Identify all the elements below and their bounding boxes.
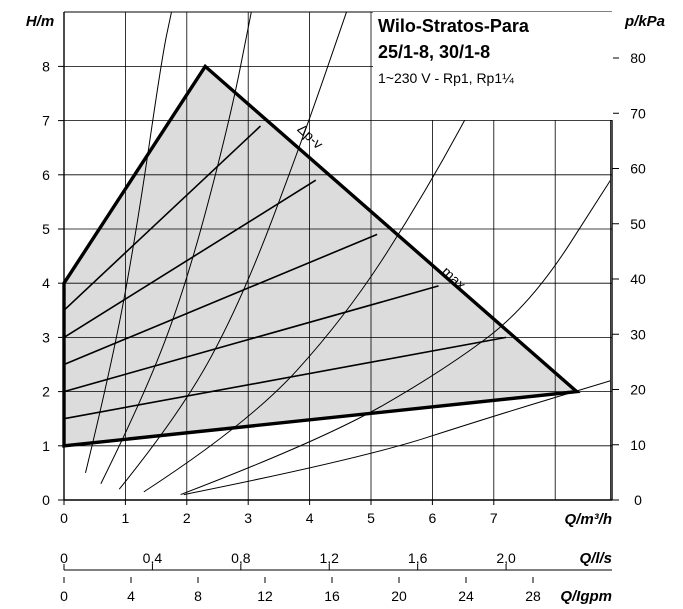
p-tick-label: 10 [630, 437, 646, 453]
system-curve [180, 179, 611, 496]
y-axis-title: H/m [26, 13, 54, 30]
p-tick-label: 50 [630, 216, 646, 232]
ls-tick-label: 1,2 [320, 550, 340, 566]
y-tick-label: 8 [42, 58, 50, 74]
igpm-tick-label: 8 [194, 588, 202, 604]
system-curve [183, 380, 611, 496]
igpm-tick-label: 12 [257, 588, 273, 604]
igpm-tick-label: 0 [60, 588, 68, 604]
y-tick-label: 2 [42, 384, 50, 400]
x-tick-label: 1 [122, 510, 130, 526]
p-tick-label: 20 [630, 382, 646, 398]
x-axis-title: Q/m³/h [565, 511, 613, 528]
speed-line [63, 233, 378, 366]
x-tick-label: 4 [306, 510, 314, 526]
ls-tick-label: 0,8 [231, 550, 251, 566]
p-tick-label: 80 [630, 50, 646, 66]
speed-line [63, 336, 507, 420]
ls-tick-label: 2,0 [496, 550, 516, 566]
ls-tick-label: 0 [60, 550, 68, 566]
speed-line [63, 179, 317, 339]
igpm-tick-label: 20 [391, 588, 407, 604]
igpm-axis-title: Q/Igpm [560, 588, 612, 605]
y-tick-label: 0 [42, 492, 50, 508]
p-axis-title: p/kPa [624, 13, 665, 30]
speed-line [63, 125, 262, 311]
x-tick-label: 7 [490, 510, 498, 526]
y-tick-label: 3 [42, 329, 50, 345]
p-tick-label: 0 [634, 492, 642, 508]
x-tick-label: 3 [244, 510, 252, 526]
ls-axis-title: Q/l/s [579, 550, 612, 567]
x-tick-label: 2 [183, 510, 191, 526]
system-curve [143, 66, 495, 493]
p-tick-label: 40 [630, 271, 646, 287]
chart-subtitle: 25/1-8, 30/1-8 [378, 42, 491, 62]
ls-tick-label: 0,4 [143, 550, 163, 566]
y-tick-label: 5 [42, 221, 50, 237]
igpm-tick-label: 4 [127, 588, 135, 604]
igpm-tick-label: 16 [324, 588, 340, 604]
p-tick-label: 30 [630, 326, 646, 342]
x-tick-label: 0 [60, 510, 68, 526]
chart-specs: 1~230 V - Rp1, Rp1¼ [378, 70, 514, 86]
p-tick-label: 60 [630, 161, 646, 177]
system-curve [85, 12, 172, 474]
x-tick-label: 6 [429, 510, 437, 526]
y-tick-label: 4 [42, 275, 50, 291]
system-curve [118, 12, 347, 490]
ls-tick-label: 1,6 [408, 550, 428, 566]
y-tick-label: 1 [42, 438, 50, 454]
igpm-tick-label: 24 [458, 588, 474, 604]
speed-line [63, 285, 439, 393]
p-tick-label: 70 [630, 105, 646, 121]
chart-title: Wilo-Stratos-Para [378, 16, 529, 36]
x-tick-label: 5 [367, 510, 375, 526]
title-box [373, 12, 613, 120]
y-tick-label: 6 [42, 167, 50, 183]
operating-range-area [64, 66, 577, 446]
igpm-tick-label: 28 [525, 588, 541, 604]
y-tick-label: 7 [42, 113, 50, 129]
